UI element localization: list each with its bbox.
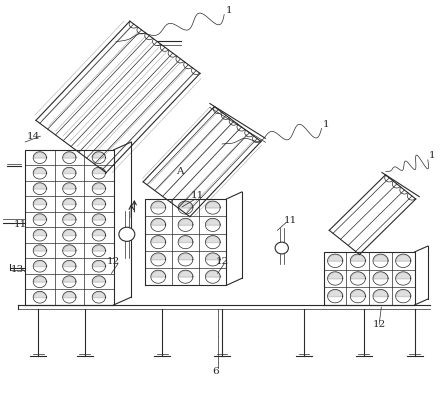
Text: 13: 13 bbox=[11, 265, 24, 274]
Text: 1: 1 bbox=[225, 6, 232, 15]
Text: 11: 11 bbox=[191, 191, 204, 199]
Text: 1: 1 bbox=[323, 120, 329, 129]
Text: 12: 12 bbox=[107, 257, 120, 266]
Text: 11: 11 bbox=[14, 220, 27, 229]
Text: 14: 14 bbox=[27, 132, 40, 141]
Text: A: A bbox=[176, 167, 184, 176]
Text: 12: 12 bbox=[215, 257, 229, 266]
Text: 6: 6 bbox=[212, 367, 219, 376]
Text: 12: 12 bbox=[373, 320, 386, 329]
Circle shape bbox=[275, 242, 289, 254]
Text: 1: 1 bbox=[429, 151, 436, 160]
Text: 11: 11 bbox=[284, 216, 297, 225]
Circle shape bbox=[119, 227, 135, 242]
